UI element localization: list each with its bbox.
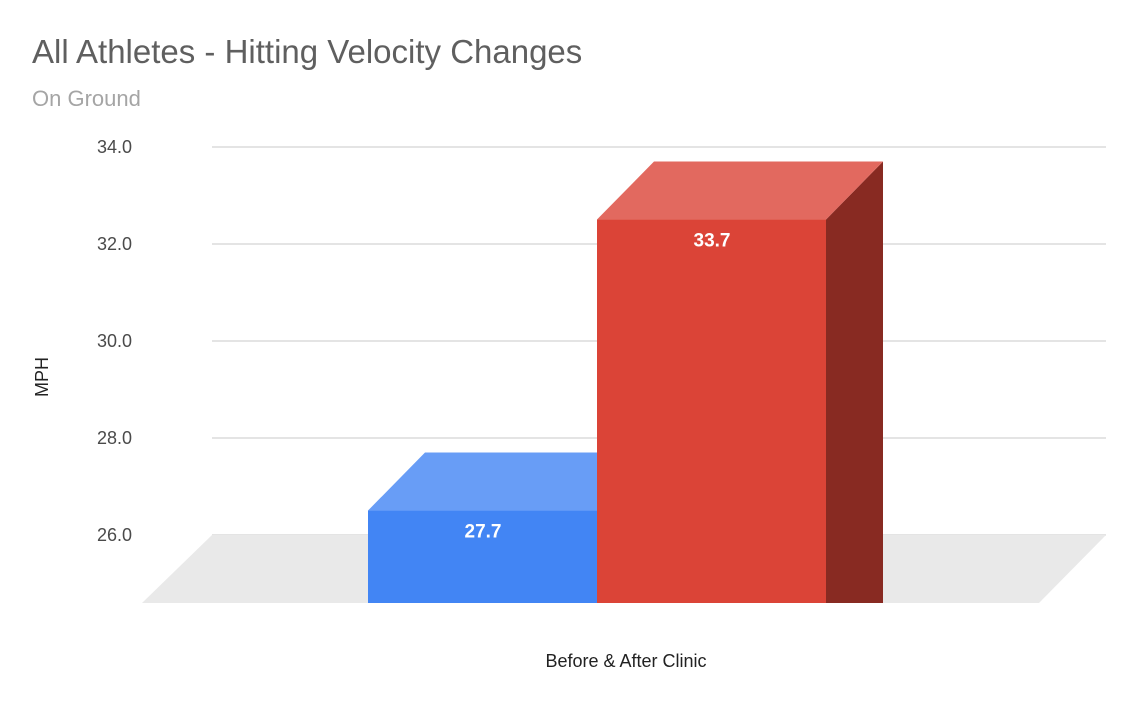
y-tick-label: 26.0 [97,525,132,545]
bar-top-face [368,452,654,511]
y-tick-label: 30.0 [97,331,132,351]
bars [368,161,883,604]
bar-front-face [597,219,826,604]
data-label: 33.7 [694,231,731,252]
chart-title: All Athletes - Hitting Velocity Changes [32,33,582,70]
y-axis-label: MPH [32,357,52,397]
data-label: 27.7 [465,522,502,543]
y-tick-label: 28.0 [97,428,132,448]
bar-top-face [597,161,883,220]
y-tick-label: 34.0 [97,137,132,157]
bar-1 [368,452,654,603]
bar-side-face [826,161,883,604]
y-tick-labels: 34.0 32.0 30.0 28.0 26.0 [97,137,132,545]
bar-2 [597,161,883,604]
chart-subtitle: On Ground [32,86,141,111]
x-axis-label: Before & After Clinic [545,651,706,671]
bar-front-face [368,510,597,603]
y-tick-label: 32.0 [97,234,132,254]
data-labels: 27.7 33.7 [465,231,731,543]
